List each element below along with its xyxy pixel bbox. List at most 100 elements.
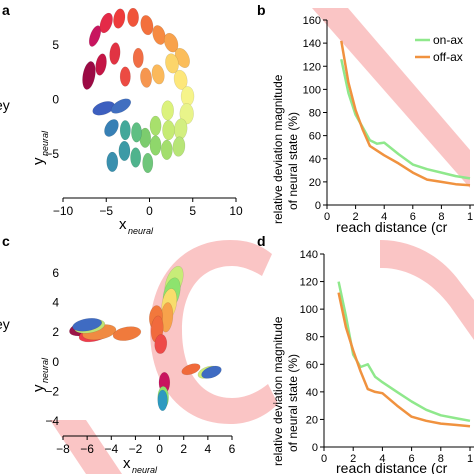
- scatter-ellipse: [140, 67, 152, 88]
- panel-a-y-title: y neural: [30, 130, 50, 165]
- panel-c-x-ticks: −8 −6 −4 −2 0 2 4 6: [56, 436, 236, 456]
- y-tick-label: 140: [303, 38, 321, 50]
- scatter-ellipse: [157, 389, 168, 412]
- panel-a-y-title-sub: neural: [40, 130, 50, 156]
- x-tick-label: 10: [229, 204, 243, 218]
- y-tick-label: 80: [309, 108, 321, 120]
- scatter-ellipse: [162, 120, 175, 141]
- y-tick-label: 160: [303, 15, 321, 27]
- panel-b-x-title: reach distance (cr: [336, 219, 448, 235]
- scatter-ellipse: [131, 122, 142, 143]
- y-tick-label: 0: [315, 200, 321, 212]
- x-tick-label: 5: [189, 204, 196, 218]
- x-tick-label: 4: [381, 211, 387, 223]
- series-line-on-axis: [337, 281, 471, 423]
- panel-a-x-ticks: −10 −5 0 5 10: [53, 198, 243, 218]
- panel-c-scatter: [69, 265, 222, 412]
- y-tick-label: 0: [52, 93, 59, 107]
- panel-a-x-title: x neural: [119, 216, 154, 236]
- y-tick-label: −2: [45, 385, 59, 399]
- watermark-stroke-0: [312, 8, 470, 188]
- x-tick-label: −5: [99, 204, 113, 218]
- x-tick-label: 2: [180, 442, 187, 456]
- panel-c-x-title-sub: neural: [132, 465, 158, 474]
- panel-c-y-title-sub: neural: [40, 357, 50, 383]
- scatter-ellipse: [151, 64, 165, 85]
- panel-d-y-title-line1: relative deviation magnitude: [271, 316, 285, 466]
- panel-d-y-title: relative deviation magnitude of neural s…: [271, 316, 300, 466]
- y-tick-label: 2: [52, 325, 59, 339]
- x-tick-label: 6: [409, 453, 415, 465]
- panel-d-lines: [337, 281, 471, 428]
- scatter-ellipse: [154, 334, 168, 354]
- scatter-ellipse: [88, 25, 102, 47]
- scatter-ellipse: [201, 365, 222, 379]
- y-tick-label: 100: [300, 304, 318, 316]
- panel-c-y-ticks: 6 4 2 0 −2 −4: [45, 266, 59, 428]
- x-tick-label: 6: [410, 211, 416, 223]
- y-tick-label: 40: [309, 154, 321, 166]
- scatter-ellipse: [161, 100, 174, 121]
- x-tick-label: 0: [324, 211, 330, 223]
- panel-c-x-title-main: x: [123, 455, 131, 472]
- scatter-ellipse: [149, 135, 162, 156]
- panel-a-x-title-sub: neural: [128, 226, 154, 236]
- panel-b-legend: on-ax off-ax: [415, 33, 463, 64]
- scatter-ellipse: [110, 98, 132, 114]
- y-tick-label: 60: [306, 359, 318, 371]
- y-tick-label: 0: [312, 442, 318, 454]
- series-line-off-axis: [340, 40, 471, 187]
- panel-d-letter: d: [257, 233, 266, 249]
- y-tick-label: 20: [306, 414, 318, 426]
- panel-a-y-title-main: y: [30, 157, 47, 165]
- scatter-ellipse: [112, 326, 142, 341]
- x-tick-label: 2: [353, 211, 359, 223]
- scatter-ellipse: [142, 152, 154, 174]
- panel-c-x-title: x neural: [123, 455, 158, 474]
- scatter-ellipse: [104, 119, 119, 137]
- scatter-ellipse: [173, 69, 188, 90]
- scatter-ellipse: [118, 140, 131, 162]
- y-tick-label: 6: [52, 266, 59, 280]
- panel-c-letter: c: [2, 233, 10, 249]
- panel-a-x-title-main: x: [119, 216, 127, 233]
- panel-a: a key −10 −5 0 5 10 5 0 −5 x neural y neural: [0, 2, 243, 236]
- x-tick-label: 6: [229, 442, 236, 456]
- x-tick-label: −8: [56, 442, 70, 456]
- panel-d: d relative deviation magnitude of neural…: [257, 233, 474, 474]
- scatter-ellipse: [72, 318, 103, 332]
- panel-b-letter: b: [257, 2, 266, 18]
- y-tick-label: 80: [306, 332, 318, 344]
- x-tick-label: 1: [467, 211, 473, 223]
- scatter-ellipse: [82, 61, 96, 90]
- y-tick-label: 40: [306, 387, 318, 399]
- panel-c: c key −8 −6 −4 −2 0 2 4 6 6 4 2 0 −2 −4 x neural y n…: [0, 233, 236, 474]
- y-tick-label: 120: [303, 61, 321, 73]
- y-tick-label: 60: [309, 131, 321, 143]
- x-tick-label: −2: [129, 442, 143, 456]
- panel-b: b relative deviation magnitude of neural…: [257, 2, 474, 235]
- scatter-ellipse: [109, 42, 121, 65]
- scatter-ellipse: [180, 86, 195, 107]
- y-tick-label: 120: [300, 277, 318, 289]
- x-tick-label: −4: [104, 442, 118, 456]
- panel-b-y-title-line1: relative deviation magnitude: [271, 74, 285, 224]
- watermark-stroke-1: [150, 240, 278, 424]
- y-tick-label: −4: [45, 414, 59, 428]
- panel-a-y-ticks: 5 0 −5: [45, 38, 59, 161]
- scatter-ellipse: [106, 151, 119, 172]
- panel-b-lines: [340, 40, 471, 187]
- scatter-ellipse: [163, 32, 179, 53]
- legend-label-off-axis: off-ax: [433, 50, 463, 64]
- scatter-ellipse: [149, 115, 162, 136]
- watermark-stroke-3: [380, 240, 474, 340]
- scatter-ellipse: [152, 25, 166, 45]
- scatter-ellipse: [179, 103, 194, 125]
- x-tick-label: 4: [379, 453, 385, 465]
- y-tick-label: 100: [303, 84, 321, 96]
- x-tick-label: 4: [205, 442, 212, 456]
- scatter-ellipse: [181, 363, 201, 376]
- scatter-ellipse: [119, 66, 131, 87]
- scatter-ellipse: [113, 8, 126, 29]
- y-tick-label: 20: [309, 177, 321, 189]
